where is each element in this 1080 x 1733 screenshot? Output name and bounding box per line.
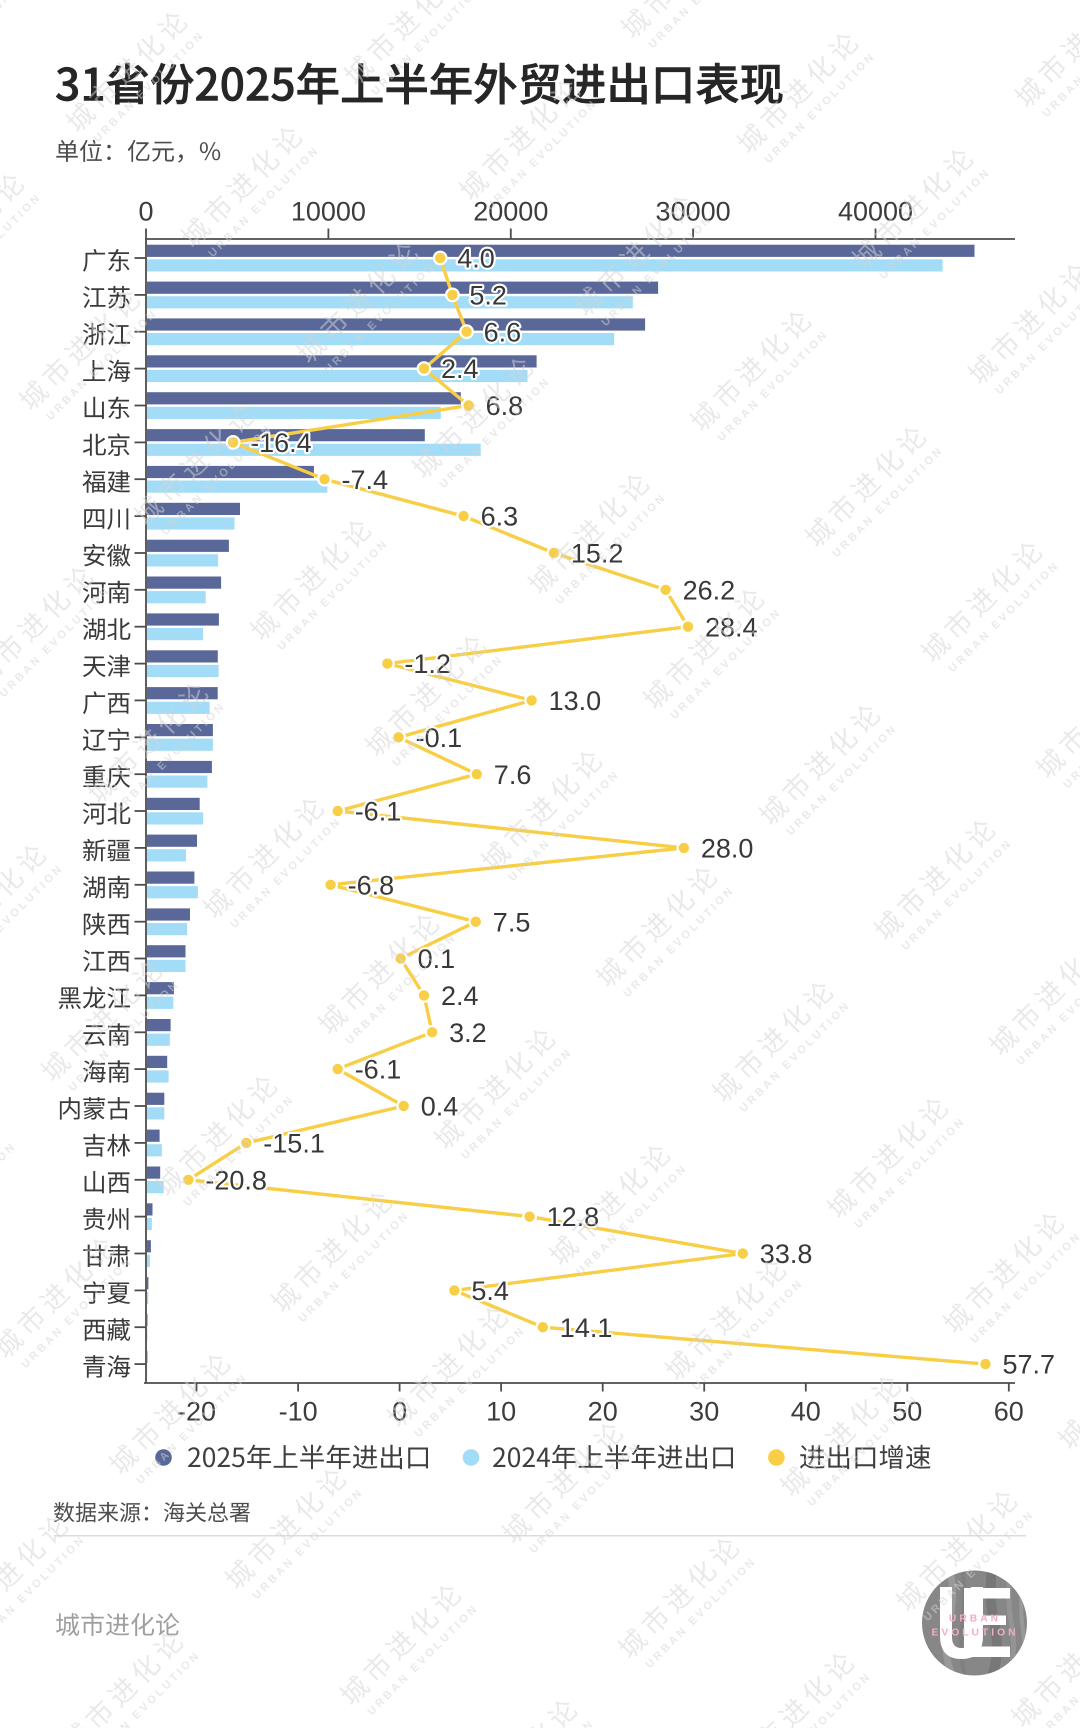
svg-text:6.3: 6.3 (481, 502, 519, 532)
svg-text:6.6: 6.6 (484, 317, 522, 347)
svg-text:-7.4: -7.4 (342, 465, 389, 495)
svg-text:40000: 40000 (838, 197, 913, 227)
svg-text:20000: 20000 (473, 197, 548, 227)
svg-text:-6.1: -6.1 (355, 797, 402, 827)
svg-text:0.4: 0.4 (421, 1092, 459, 1122)
svg-text:14.1: 14.1 (560, 1313, 613, 1343)
svg-text:60: 60 (994, 1397, 1024, 1427)
svg-text:10000: 10000 (291, 197, 366, 227)
svg-text:10: 10 (486, 1397, 516, 1427)
svg-text:12.8: 12.8 (547, 1202, 600, 1232)
svg-text:-6.8: -6.8 (348, 870, 395, 900)
svg-text:URBAN: URBAN (949, 1614, 1001, 1625)
svg-text:3.2: 3.2 (449, 1018, 487, 1048)
svg-text:2.4: 2.4 (441, 354, 479, 384)
svg-text:5.4: 5.4 (471, 1276, 509, 1306)
svg-text:-10: -10 (279, 1397, 318, 1427)
svg-text:13.0: 13.0 (549, 686, 602, 716)
svg-text:57.7: 57.7 (1003, 1350, 1056, 1380)
svg-text:40: 40 (791, 1397, 821, 1427)
svg-text:28.0: 28.0 (701, 834, 754, 864)
svg-text:20: 20 (588, 1397, 618, 1427)
svg-text:7.6: 7.6 (494, 760, 532, 790)
svg-text:4.0: 4.0 (457, 244, 495, 274)
svg-text:33.8: 33.8 (760, 1239, 813, 1269)
svg-text:7.5: 7.5 (493, 907, 531, 937)
svg-text:5.2: 5.2 (469, 281, 507, 311)
svg-text:-15.1: -15.1 (263, 1129, 325, 1159)
svg-text:26.2: 26.2 (683, 575, 736, 605)
svg-text:2.4: 2.4 (441, 981, 479, 1011)
svg-text:EVOLUTION: EVOLUTION (931, 1628, 1018, 1639)
svg-text:0: 0 (138, 197, 153, 227)
svg-text:-6.1: -6.1 (355, 1055, 402, 1085)
svg-text:30: 30 (689, 1397, 719, 1427)
svg-text:-1.2: -1.2 (404, 649, 451, 679)
